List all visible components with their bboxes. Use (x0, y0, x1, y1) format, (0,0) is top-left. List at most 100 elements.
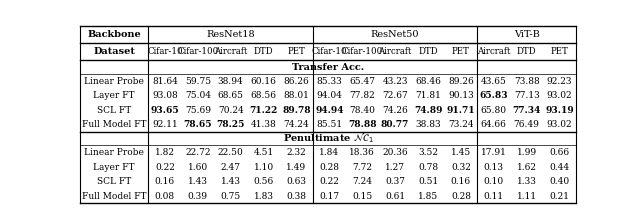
Text: 1.49: 1.49 (286, 163, 307, 172)
Text: 71.81: 71.81 (415, 91, 441, 100)
Text: 7.24: 7.24 (352, 177, 372, 186)
Text: 0.11: 0.11 (484, 192, 504, 201)
Text: PET: PET (452, 47, 470, 56)
Text: PET: PET (287, 47, 305, 56)
Text: 93.02: 93.02 (547, 91, 572, 100)
Text: Aircraft: Aircraft (378, 47, 412, 56)
Text: 1.82: 1.82 (155, 148, 175, 157)
Text: 86.26: 86.26 (284, 77, 309, 86)
Text: 94.04: 94.04 (316, 91, 342, 100)
Text: 1.62: 1.62 (516, 163, 537, 172)
Text: Cifar-100: Cifar-100 (177, 47, 218, 56)
Text: 81.64: 81.64 (152, 77, 178, 86)
Text: 0.15: 0.15 (352, 192, 372, 201)
Text: 38.83: 38.83 (415, 120, 441, 129)
Text: 20.36: 20.36 (382, 148, 408, 157)
Text: 65.83: 65.83 (479, 91, 508, 100)
Text: DTD: DTD (418, 47, 438, 56)
Text: 68.46: 68.46 (415, 77, 441, 86)
Text: 78.40: 78.40 (349, 106, 375, 114)
Text: 0.13: 0.13 (484, 163, 504, 172)
Text: 75.69: 75.69 (185, 106, 211, 114)
Text: Layer FT: Layer FT (93, 163, 135, 172)
Text: 78.88: 78.88 (348, 120, 376, 129)
Text: 68.56: 68.56 (250, 91, 276, 100)
Text: 1.10: 1.10 (253, 163, 274, 172)
Text: 2.47: 2.47 (221, 163, 241, 172)
Text: PET: PET (550, 47, 568, 56)
Text: Penultimate $\mathcal{NC}_1$: Penultimate $\mathcal{NC}_1$ (282, 132, 374, 146)
Text: DTD: DTD (253, 47, 273, 56)
Text: 93.19: 93.19 (545, 106, 574, 114)
Text: 7.72: 7.72 (352, 163, 372, 172)
Text: 1.43: 1.43 (188, 177, 208, 186)
Text: 73.24: 73.24 (448, 120, 474, 129)
Text: 90.13: 90.13 (448, 91, 474, 100)
Text: 0.63: 0.63 (287, 177, 307, 186)
Text: 0.28: 0.28 (451, 192, 471, 201)
Text: Transfer Acc.: Transfer Acc. (292, 62, 364, 71)
Text: 91.71: 91.71 (447, 106, 476, 114)
Text: 0.61: 0.61 (385, 192, 405, 201)
Text: ResNet50: ResNet50 (371, 30, 419, 39)
Text: 43.23: 43.23 (382, 77, 408, 86)
Text: Cifar-10: Cifar-10 (312, 47, 347, 56)
Text: 0.56: 0.56 (253, 177, 274, 186)
Text: Linear Probe: Linear Probe (84, 148, 144, 157)
Text: 80.77: 80.77 (381, 120, 409, 129)
Text: ViT-B: ViT-B (514, 30, 540, 39)
Text: 2.32: 2.32 (287, 148, 307, 157)
Text: 1.84: 1.84 (319, 148, 339, 157)
Text: 1.60: 1.60 (188, 163, 208, 172)
Text: 73.88: 73.88 (514, 77, 540, 86)
Text: 88.01: 88.01 (284, 91, 309, 100)
Text: 1.43: 1.43 (221, 177, 241, 186)
Text: 77.82: 77.82 (349, 91, 375, 100)
Text: 1.45: 1.45 (451, 148, 471, 157)
Text: 1.85: 1.85 (418, 192, 438, 201)
Text: 78.65: 78.65 (184, 120, 212, 129)
Text: 22.50: 22.50 (218, 148, 244, 157)
Text: 0.28: 0.28 (319, 163, 339, 172)
Text: 43.65: 43.65 (481, 77, 507, 86)
Text: 68.65: 68.65 (218, 91, 244, 100)
Text: 78.25: 78.25 (216, 120, 245, 129)
Text: 18.36: 18.36 (349, 148, 375, 157)
Text: Aircraft: Aircraft (477, 47, 511, 56)
Text: 1.99: 1.99 (516, 148, 537, 157)
Text: 0.16: 0.16 (155, 177, 175, 186)
Text: 0.44: 0.44 (550, 163, 570, 172)
Text: 59.75: 59.75 (185, 77, 211, 86)
Text: 76.49: 76.49 (514, 120, 540, 129)
Text: Cifar-100: Cifar-100 (342, 47, 383, 56)
Text: 77.34: 77.34 (513, 106, 541, 114)
Text: SCL FT: SCL FT (97, 177, 131, 186)
Text: 72.67: 72.67 (382, 91, 408, 100)
Text: 65.47: 65.47 (349, 77, 375, 86)
Text: Dataset: Dataset (93, 47, 135, 56)
Text: 0.78: 0.78 (418, 163, 438, 172)
Text: 0.38: 0.38 (287, 192, 307, 201)
Text: 38.94: 38.94 (218, 77, 244, 86)
Text: ResNet18: ResNet18 (206, 30, 255, 39)
Text: 3.52: 3.52 (418, 148, 438, 157)
Text: 4.51: 4.51 (253, 148, 274, 157)
Text: 92.23: 92.23 (547, 77, 572, 86)
Text: 93.02: 93.02 (547, 120, 572, 129)
Text: 0.16: 0.16 (451, 177, 471, 186)
Text: 17.91: 17.91 (481, 148, 507, 157)
Text: 77.13: 77.13 (514, 91, 540, 100)
Text: 0.08: 0.08 (155, 192, 175, 201)
Text: 85.33: 85.33 (316, 77, 342, 86)
Text: 0.32: 0.32 (451, 163, 471, 172)
Text: 0.22: 0.22 (319, 177, 339, 186)
Text: 89.78: 89.78 (282, 106, 311, 114)
Text: 74.26: 74.26 (382, 106, 408, 114)
Text: Layer FT: Layer FT (93, 91, 135, 100)
Text: 0.10: 0.10 (484, 177, 504, 186)
Text: 74.89: 74.89 (413, 106, 442, 114)
Text: 22.72: 22.72 (185, 148, 211, 157)
Text: 64.66: 64.66 (481, 120, 507, 129)
Text: 85.51: 85.51 (316, 120, 342, 129)
Text: 65.80: 65.80 (481, 106, 507, 114)
